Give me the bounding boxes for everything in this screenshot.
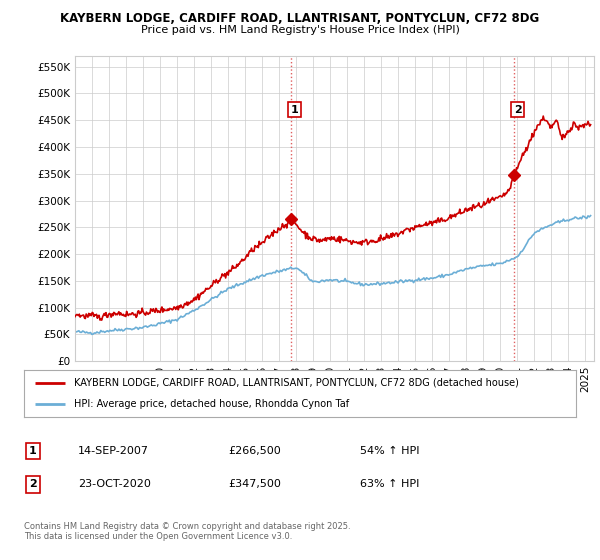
Text: 1: 1 [29,446,37,456]
Text: Contains HM Land Registry data © Crown copyright and database right 2025.
This d: Contains HM Land Registry data © Crown c… [24,522,350,542]
Text: 14-SEP-2007: 14-SEP-2007 [78,446,149,456]
Text: 54% ↑ HPI: 54% ↑ HPI [360,446,419,456]
Text: KAYBERN LODGE, CARDIFF ROAD, LLANTRISANT, PONTYCLUN, CF72 8DG (detached house): KAYBERN LODGE, CARDIFF ROAD, LLANTRISANT… [74,378,518,388]
Text: 2: 2 [514,105,521,115]
Text: 1: 1 [291,105,299,115]
Text: 23-OCT-2020: 23-OCT-2020 [78,479,151,489]
Text: Price paid vs. HM Land Registry's House Price Index (HPI): Price paid vs. HM Land Registry's House … [140,25,460,35]
Text: £347,500: £347,500 [228,479,281,489]
Text: £266,500: £266,500 [228,446,281,456]
Text: 2: 2 [29,479,37,489]
Text: KAYBERN LODGE, CARDIFF ROAD, LLANTRISANT, PONTYCLUN, CF72 8DG: KAYBERN LODGE, CARDIFF ROAD, LLANTRISANT… [61,12,539,25]
Text: 63% ↑ HPI: 63% ↑ HPI [360,479,419,489]
Text: HPI: Average price, detached house, Rhondda Cynon Taf: HPI: Average price, detached house, Rhon… [74,399,349,409]
